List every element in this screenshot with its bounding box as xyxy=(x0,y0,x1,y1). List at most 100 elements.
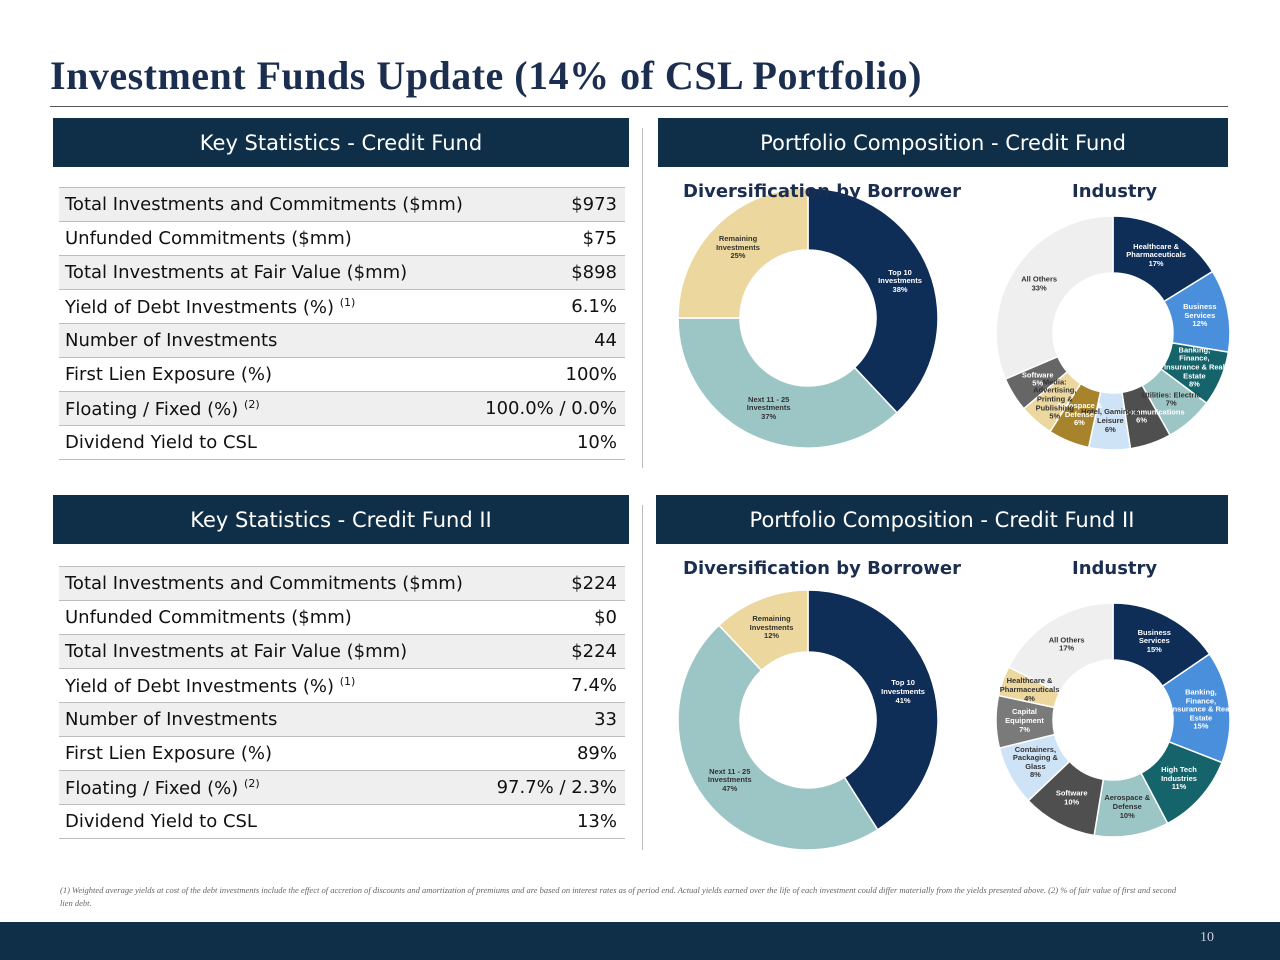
stat-label: Floating / Fixed (%) xyxy=(65,777,239,799)
stats-row: Dividend Yield to CSL 13% xyxy=(59,804,625,839)
stat-label: Total Investments at Fair Value ($mm) xyxy=(65,262,408,283)
stat-label-cell: Yield of Debt Investments (%) (1) xyxy=(59,668,486,703)
donut-segment xyxy=(1007,602,1114,694)
segment-value: 37% xyxy=(761,412,777,422)
stat-label-cell: Number of Investments xyxy=(59,323,477,358)
stat-label: First Lien Exposure (%) xyxy=(65,364,273,385)
stat-label-cell: Floating / Fixed (%) (2) xyxy=(59,770,486,805)
divider xyxy=(642,505,643,850)
segment-name: Aerospace & Defense xyxy=(1056,400,1103,419)
segment-name: High Tech Industries xyxy=(1161,764,1197,783)
stats-row: Number of Investments 33 xyxy=(59,702,625,737)
stats-row: First Lien Exposure (%) 89% xyxy=(59,736,625,771)
stat-label-cell: Total Investments at Fair Value ($mm) xyxy=(59,634,486,669)
segment-label: High Tech Industries 11% xyxy=(1148,764,1210,792)
segment-value: 12% xyxy=(1192,319,1208,329)
divider xyxy=(642,128,643,468)
stat-value: $973 xyxy=(476,187,625,222)
segment-label: Capital Equipment 7% xyxy=(994,708,1056,734)
stats-row: Unfunded Commitments ($mm) $75 xyxy=(59,221,625,256)
segment-name: All Others xyxy=(1048,634,1085,644)
donut-segment xyxy=(807,589,939,831)
stat-value: 89% xyxy=(485,736,625,771)
segment-label: Banking, Finance, Insurance & Real Estat… xyxy=(1170,688,1232,731)
segment-value: 10% xyxy=(1064,797,1080,807)
stat-value: 33 xyxy=(485,702,625,737)
stat-value: 7.4% xyxy=(485,668,625,703)
stat-label: Unfunded Commitments ($mm) xyxy=(65,228,352,249)
stat-value: 100.0% / 0.0% xyxy=(476,391,625,426)
segment-label: All Others 17% xyxy=(1036,634,1098,653)
stat-label-cell: Number of Investments xyxy=(59,702,486,737)
segment-label: All Others 33% xyxy=(1008,274,1070,293)
stats-table: Total Investments and Commitments ($mm) $… xyxy=(59,566,625,839)
stat-value: 97.7% / 2.3% xyxy=(485,770,625,805)
segment-name: Business Services xyxy=(1137,627,1171,646)
segment-label: Banking, Finance, Insurance & Real Estat… xyxy=(1163,345,1225,389)
segment-name: Banking, Finance, Insurance & Real Estat… xyxy=(1163,345,1225,381)
stat-label: Floating / Fixed (%) xyxy=(65,398,239,420)
segment-value: 8% xyxy=(1188,379,1200,389)
segment-name: Telecommunications xyxy=(1110,407,1185,417)
segment-name: All Others xyxy=(1021,274,1058,284)
stat-label-cell: First Lien Exposure (%) xyxy=(59,736,486,771)
segment-value: 5% xyxy=(1049,411,1061,421)
stat-label: First Lien Exposure (%) xyxy=(65,743,273,764)
footnote-ref: (2) xyxy=(244,776,260,790)
segment-label: Top 10 Investments 41% xyxy=(872,679,934,705)
stat-value: $0 xyxy=(485,600,625,635)
stat-value: 13% xyxy=(485,804,625,839)
segment-value: 15% xyxy=(1193,721,1209,731)
section-header: Key Statistics - Credit Fund xyxy=(53,118,629,167)
footnote-ref: (2) xyxy=(244,397,260,411)
segment-value: 10% xyxy=(1119,810,1135,820)
stat-label-cell: Floating / Fixed (%) (2) xyxy=(59,391,477,426)
donut-segment xyxy=(995,215,1114,380)
segment-label: Aerospace & Defense 10% xyxy=(1096,794,1158,820)
segment-value: 6% xyxy=(1136,415,1148,425)
donut-segment xyxy=(717,589,809,672)
chart-title: Diversification by Borrower xyxy=(683,181,961,202)
segment-name: Software xyxy=(1055,788,1088,798)
segment-label: Utilities: Electric 7% xyxy=(1140,390,1202,408)
stat-value: $75 xyxy=(476,221,625,256)
footer-band xyxy=(0,922,1280,960)
segment-value: 47% xyxy=(722,783,738,793)
segment-value: 4% xyxy=(1024,693,1035,703)
segment-value: 41% xyxy=(895,695,911,705)
stat-label: Dividend Yield to CSL xyxy=(65,811,257,832)
stats-row: Unfunded Commitments ($mm) $0 xyxy=(59,600,625,635)
segment-name: Top 10 Investments xyxy=(878,267,922,286)
segment-name: Top 10 Investments xyxy=(881,678,925,697)
segment-name: Healthcare & Pharmaceuticals xyxy=(1126,241,1186,260)
chart-title: Industry xyxy=(1072,558,1158,579)
segment-label: Business Services 12% xyxy=(1169,301,1231,329)
stat-label: Total Investments at Fair Value ($mm) xyxy=(65,641,408,662)
segment-label: Remaining Investments 12% xyxy=(741,614,803,641)
stats-row: First Lien Exposure (%) 100% xyxy=(59,357,625,392)
stat-label: Total Investments and Commitments ($mm) xyxy=(65,194,463,215)
segment-value: 5% xyxy=(1032,378,1044,388)
stats-row: Total Investments at Fair Value ($mm) $22… xyxy=(59,634,625,669)
stat-label: Total Investments and Commitments ($mm) xyxy=(65,573,463,594)
segment-label: Next 11 - 25 Investments 37% xyxy=(738,395,800,422)
segment-name: Business Services xyxy=(1183,301,1217,320)
stat-label-cell: Unfunded Commitments ($mm) xyxy=(59,221,477,256)
segment-value: 11% xyxy=(1171,782,1187,792)
stat-label: Yield of Debt Investments (%) xyxy=(65,296,334,318)
stat-label-cell: Yield of Debt Investments (%) (1) xyxy=(59,289,477,324)
segment-value: 38% xyxy=(892,284,908,294)
segment-value: 15% xyxy=(1146,645,1162,655)
stats-row: Number of Investments 44 xyxy=(59,323,625,358)
stat-label-cell: Dividend Yield to CSL xyxy=(59,804,486,839)
segment-name: Healthcare & Pharmaceuticals xyxy=(999,676,1060,695)
segment-label: Top 10 Investments 38% xyxy=(869,267,931,295)
section-header: Portfolio Composition - Credit Fund II xyxy=(656,495,1228,544)
stat-value: $224 xyxy=(485,634,625,669)
slide-title: Investment Funds Update (14% of CSL Port… xyxy=(50,53,922,98)
donut-segment xyxy=(677,317,899,449)
segment-label: Containers, Packaging & Glass 8% xyxy=(1004,745,1066,780)
stats-row: Total Investments at Fair Value ($mm) $89… xyxy=(59,255,625,290)
stat-label: Number of Investments xyxy=(65,709,278,730)
stat-value: $224 xyxy=(485,566,625,601)
